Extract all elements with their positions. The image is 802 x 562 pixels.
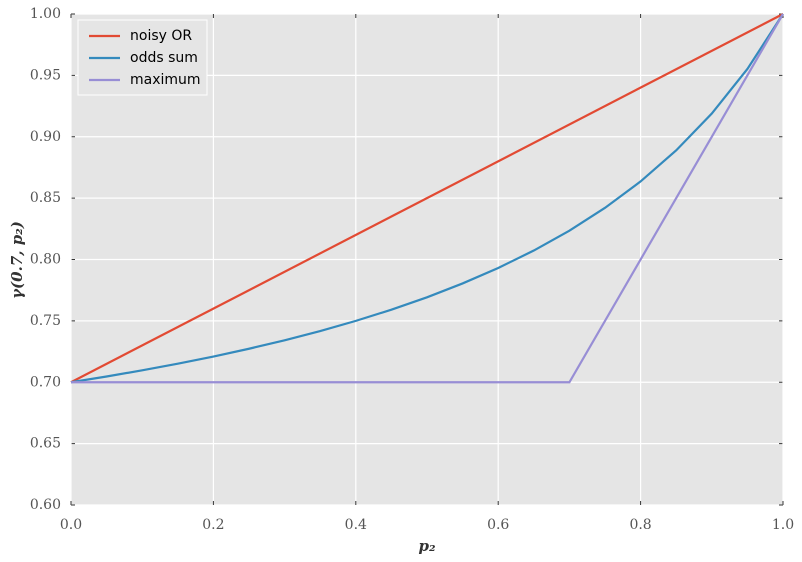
legend-label: maximum xyxy=(130,72,201,88)
y-tick-label: 0.75 xyxy=(30,313,61,329)
x-tick-label: 0.8 xyxy=(629,517,651,533)
y-tick-label: 0.95 xyxy=(30,67,61,83)
y-tick-label: 0.70 xyxy=(30,374,61,390)
y-tick-label: 0.90 xyxy=(30,129,61,145)
x-axis-label: p₂ xyxy=(418,537,435,555)
x-tick-label: 0.6 xyxy=(487,517,509,533)
y-tick-label: 0.80 xyxy=(30,252,61,268)
x-tick-label: 1.0 xyxy=(772,517,794,533)
line xyxy=(70,13,784,384)
x-tick-label: 0.4 xyxy=(345,517,367,533)
line xyxy=(71,13,784,384)
y-tick-label: 0.60 xyxy=(30,497,61,513)
legend-label: odds sum xyxy=(130,50,198,66)
legend-label: noisy OR xyxy=(130,28,192,44)
line xyxy=(70,13,784,384)
lines xyxy=(70,13,784,384)
legend: noisy OR odds sum maximum xyxy=(77,19,208,96)
x-tick-label: 0.2 xyxy=(202,517,224,533)
y-tick-label: 0.85 xyxy=(30,190,61,206)
y-axis-label: γ(0.7, p₂) xyxy=(8,221,26,299)
x-tick-label: 0.0 xyxy=(60,517,82,533)
y-tick-label: 0.65 xyxy=(30,436,61,452)
y-tick-label: 1.00 xyxy=(30,6,61,22)
